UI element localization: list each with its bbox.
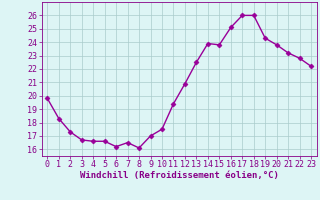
X-axis label: Windchill (Refroidissement éolien,°C): Windchill (Refroidissement éolien,°C) [80,171,279,180]
